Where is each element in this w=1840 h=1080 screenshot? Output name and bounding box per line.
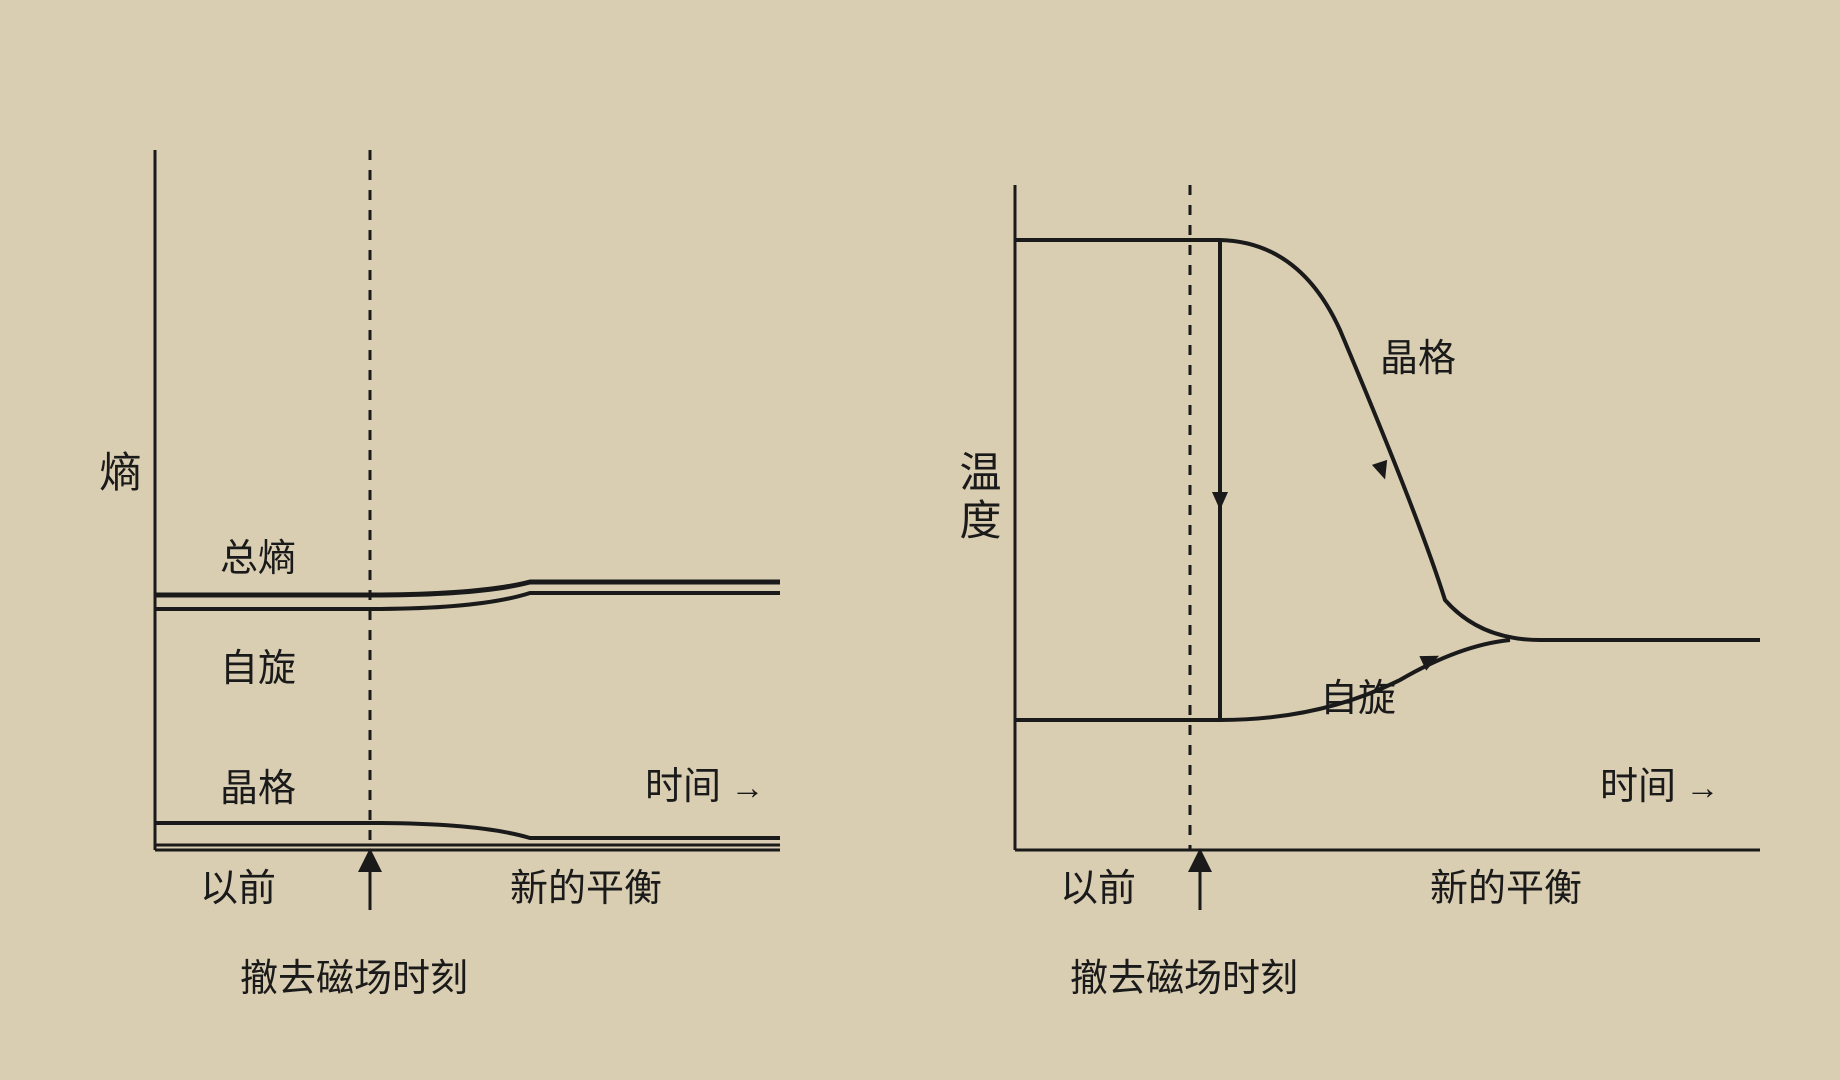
right-series-spin-label: 自旋 [1320,680,1396,718]
right-series-spin [1015,640,1510,720]
arrow-right-icon: → [731,770,765,807]
left-y-axis-label: 熵 [95,450,137,498]
arrow-right-icon: → [1686,770,1720,807]
left-region-after: 新的平衡 [510,870,662,908]
left-event-caption: 撤去磁场时刻 [240,960,468,998]
right-region-before: 以前 [1060,870,1136,908]
right-event-caption: 撤去磁场时刻 [1070,960,1298,998]
right-x-axis-label: 时间 → [1600,768,1720,806]
right-series-lattice-label: 晶格 [1380,340,1456,378]
left-series-lattice-label: 晶格 [220,770,296,808]
right-series-lattice [1015,240,1760,640]
left-x-axis-label: 时间 → [645,768,765,806]
right-lattice-arrow [1372,460,1393,482]
left-series-lattice [155,823,780,838]
right-region-after: 新的平衡 [1430,870,1582,908]
right-y-axis-label: 温度 [955,450,997,546]
left-series-total-label: 总熵 [220,540,296,578]
left-series-spin-label: 自旋 [220,650,296,688]
diagram-canvas: 熵 总熵 自旋 晶格 时间 → 以前 新的平衡 撤去磁场时刻 温度 晶格 自旋 … [0,0,1840,1080]
right-spin-drop-arrow [1212,492,1228,510]
left-region-before: 以前 [200,870,276,908]
